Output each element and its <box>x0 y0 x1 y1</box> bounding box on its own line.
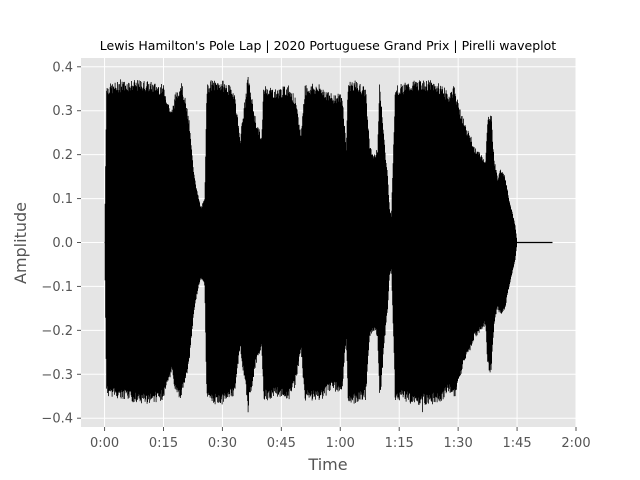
x-tick-label: 2:00 <box>561 436 590 451</box>
x-tick-label: 0:30 <box>208 436 237 451</box>
y-tick-label: 0.1 <box>52 192 73 207</box>
y-tick-label: −0.4 <box>41 412 73 427</box>
x-axis-ticks: 0:00 0:15 0:30 0:45 1:00 1:15 1:30 1:45 2:00 <box>90 427 591 451</box>
waveform <box>104 77 553 413</box>
x-tick-label: 1:45 <box>502 436 531 451</box>
y-axis-label: Amplitude <box>11 202 30 284</box>
x-tick-label: 0:45 <box>267 436 296 451</box>
x-tick-label: 0:00 <box>90 436 119 451</box>
x-tick-label: 0:15 <box>149 436 178 451</box>
x-tick-label: 1:30 <box>444 436 473 451</box>
y-tick-label: −0.2 <box>41 324 73 339</box>
y-tick-label: 0.3 <box>52 104 73 119</box>
x-tick-label: 1:00 <box>326 436 355 451</box>
y-tick-label: −0.1 <box>41 280 73 295</box>
chart-title: Lewis Hamilton's Pole Lap | 2020 Portugu… <box>100 38 557 53</box>
x-tick-label: 1:15 <box>385 436 414 451</box>
y-tick-label: 0.0 <box>52 236 73 251</box>
y-tick-label: 0.4 <box>52 60 73 75</box>
y-tick-label: −0.3 <box>41 368 73 383</box>
y-axis-ticks: 0.4 0.3 0.2 0.1 0.0 −0.1 −0.2 −0.3 −0.4 <box>41 60 81 427</box>
y-tick-label: 0.2 <box>52 148 73 163</box>
x-axis-label: Time <box>307 455 347 474</box>
